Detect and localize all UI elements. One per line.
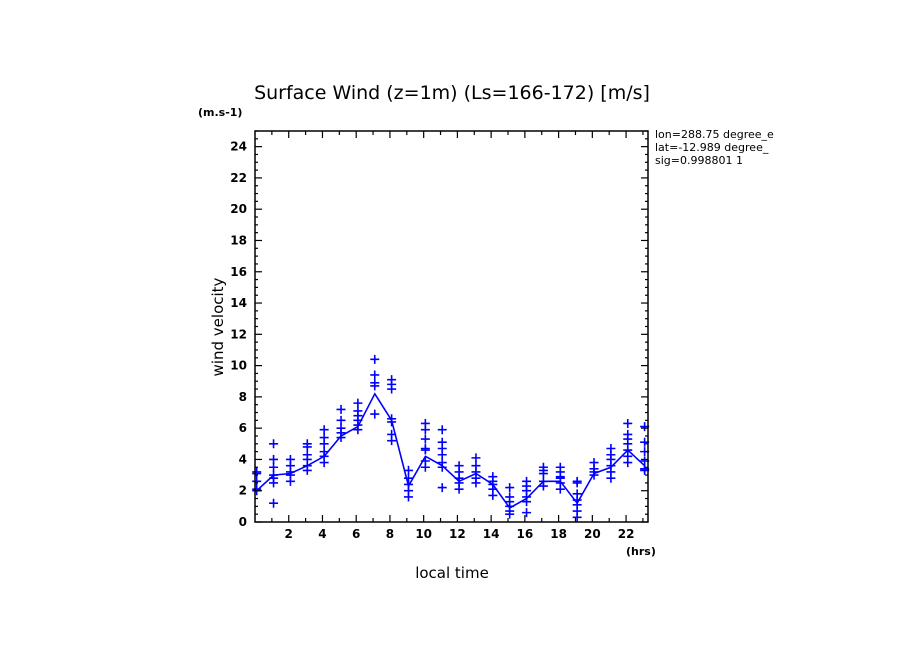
x-tick-label: 8 <box>386 527 394 541</box>
sample-point <box>403 465 413 475</box>
sample-point <box>269 439 279 449</box>
y-tick-label: 18 <box>230 233 247 247</box>
x-tick-label: 4 <box>318 527 326 541</box>
sample-point <box>285 454 295 464</box>
sample-point <box>471 453 481 463</box>
sample-point <box>370 378 380 388</box>
x-tick-label: 22 <box>618 527 635 541</box>
sample-point <box>420 434 430 444</box>
y-axis-label: wind velocity <box>209 277 227 376</box>
sample-point <box>437 425 447 435</box>
info-lat: lat=-12.989 degree_ <box>655 141 769 154</box>
sample-point <box>589 458 599 468</box>
y-tick-label: 6 <box>239 421 247 435</box>
sample-point <box>269 454 279 464</box>
sample-point <box>403 473 413 483</box>
y-tick-label: 2 <box>239 484 247 498</box>
chart-title: Surface Wind (z=1m) (Ls=166-172) [m/s] <box>254 82 650 104</box>
sample-point <box>319 433 329 443</box>
sample-point <box>336 404 346 414</box>
sample-point <box>302 450 312 460</box>
sample-point <box>505 483 515 493</box>
x-tick-label: 16 <box>517 527 534 541</box>
sample-point <box>471 461 481 471</box>
sample-point <box>252 484 262 494</box>
y-tick-label: 10 <box>230 359 247 373</box>
sample-point <box>522 476 532 486</box>
sample-point <box>488 472 498 482</box>
sample-point <box>606 443 616 453</box>
sample-point <box>387 414 397 424</box>
sample-point <box>555 462 565 472</box>
plot-frame <box>254 130 649 523</box>
sample-point <box>269 498 279 508</box>
x-tick-label: 12 <box>449 527 466 541</box>
sample-point <box>387 375 397 385</box>
x-tick-label: 18 <box>550 527 567 541</box>
sample-point <box>336 423 346 433</box>
y-tick-label: 12 <box>230 327 247 341</box>
plot-area <box>252 354 650 522</box>
sample-point <box>572 489 582 499</box>
y-tick-label: 4 <box>239 452 247 466</box>
y-tick-label: 0 <box>239 515 247 529</box>
info-lon: lon=288.75 degree_e <box>655 128 774 141</box>
x-tick-label: 20 <box>584 527 601 541</box>
sample-point <box>336 415 346 425</box>
x-tick-label: 14 <box>483 527 500 541</box>
sample-point <box>269 470 279 480</box>
sample-point <box>538 476 548 486</box>
sample-point <box>437 483 447 493</box>
sample-point <box>420 418 430 428</box>
y-tick-label: 24 <box>230 140 247 154</box>
x-axis-label: local time <box>415 564 489 582</box>
sample-point <box>370 409 380 419</box>
sample-point <box>353 406 363 416</box>
y-tick-label: 14 <box>230 296 247 310</box>
sample-point <box>252 476 262 486</box>
sample-point <box>505 492 515 502</box>
sample-point <box>370 354 380 364</box>
sample-point <box>269 462 279 472</box>
info-sig: sig=0.998801 1 <box>655 154 743 167</box>
sample-point <box>319 425 329 435</box>
mean-wind-line <box>256 392 646 509</box>
sample-point <box>319 447 329 457</box>
sample-point <box>387 429 397 439</box>
sample-point <box>623 429 633 439</box>
sample-point <box>454 461 464 471</box>
sample-point <box>538 462 548 472</box>
y-unit-label: (m.s-1) <box>198 106 242 119</box>
sample-point <box>353 398 363 408</box>
y-tick-label: 20 <box>230 202 247 216</box>
x-tick-label: 10 <box>415 527 432 541</box>
x-tick-label: 2 <box>285 527 293 541</box>
sample-point <box>522 508 532 518</box>
sample-point <box>437 458 447 468</box>
sample-point <box>420 456 430 466</box>
y-tick-label: 22 <box>230 171 247 185</box>
x-tick-label: 6 <box>352 527 360 541</box>
sample-point <box>302 439 312 449</box>
sample-point <box>572 476 582 486</box>
y-tick-label: 16 <box>230 265 247 279</box>
y-tick-label: 8 <box>239 390 247 404</box>
sample-point <box>623 418 633 428</box>
sample-point <box>437 437 447 447</box>
sample-point <box>370 370 380 380</box>
x-unit-label: (hrs) <box>626 545 656 558</box>
sample-point <box>420 443 430 453</box>
